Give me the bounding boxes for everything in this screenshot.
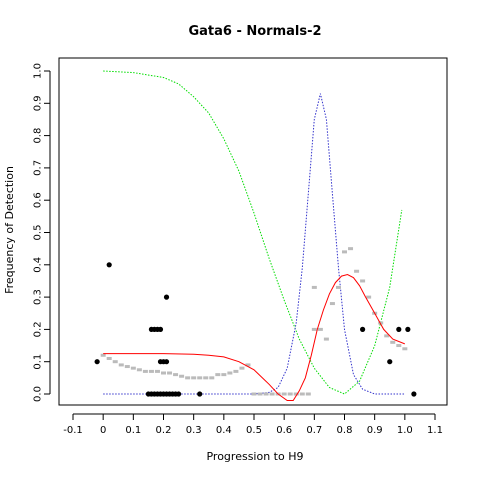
x-axis-label: Progression to H9 [206,450,303,463]
x-tick-label: 1.1 [427,425,443,436]
x-tick-label: 0.8 [337,425,353,436]
y-tick-label: 0.0 [33,386,44,402]
smoothed-point [396,344,402,348]
fitted-curve [103,273,405,401]
data-point [396,326,402,332]
smoothed-point [185,376,191,380]
x-tick-label: -0.1 [63,425,83,436]
x-tick-label: 0.1 [125,425,141,436]
smoothed-point [142,369,148,373]
y-tick-label: 0.3 [33,289,44,305]
smoothed-point [335,285,341,289]
y-axis-label: Frequency of Detection [3,166,16,294]
smoothed-point [263,392,269,396]
smoothed-point [197,376,203,380]
x-tick-label: 1.0 [397,425,413,436]
plot-frame [58,57,448,406]
data-point [163,359,170,365]
smoothed-point [311,285,317,289]
smoothed-point [161,371,166,375]
smoothed-point [269,392,275,396]
green-dotted-curve [103,70,403,395]
data-point [157,326,164,332]
y-tick-label: 0.1 [33,354,44,370]
smoothed-point [215,373,221,377]
smoothed-point [281,392,287,396]
y-tick-label: 1.0 [33,63,44,79]
smoothed-point [112,360,118,364]
data-point [175,391,182,397]
smoothed-point [311,327,317,331]
y-tick-label: 0.2 [33,321,44,337]
smoothed-point [342,250,347,254]
smoothed-point [124,365,130,369]
smoothed-point [323,337,329,341]
smoothed-point [245,363,251,367]
smoothed-point [378,321,384,325]
smoothed-point [299,392,305,396]
smoothed-point [221,373,227,377]
smoothed-point [209,376,215,380]
chart-title: Gata6 - Normals-2 [188,24,321,39]
smoothed-point [354,269,360,273]
y-tick-label: 0.9 [33,95,44,111]
y-tick-label: 0.6 [33,192,44,208]
smoothed-point [239,366,245,370]
data-point [94,359,100,365]
blue-dotted-curve [103,93,405,395]
y-tick-label: 0.7 [33,160,44,176]
smoothed-point [366,295,372,299]
smoothed-point [203,376,209,380]
smoothed-point [154,369,160,373]
data-point [387,359,393,365]
smoothed-point [317,327,323,331]
x-tick-label: 0.9 [367,425,383,436]
smoothed-point [118,363,124,367]
smoothed-point [130,366,136,370]
smoothed-point [179,374,185,378]
smoothed-point [251,392,257,396]
x-tick-label: 0.4 [216,425,232,436]
smoothed-point [293,392,299,396]
smoothed-point [106,356,112,360]
data-point [197,391,203,397]
smoothed-point [173,373,179,377]
data-point [405,326,411,332]
data-point [163,294,170,300]
x-tick-label: 0.2 [156,425,172,436]
smoothed-point [287,392,293,396]
data-point [106,262,112,268]
smoothed-point [233,369,239,373]
smoothed-point [402,347,408,351]
smoothed-point [167,371,173,375]
smoothed-point [257,392,263,396]
y-tick-label: 0.4 [33,257,44,273]
smoothed-point [227,371,233,375]
smoothed-point [148,369,154,373]
smoothed-point [305,392,311,396]
x-axis: -0.1 0 0.1 0.2 0.3 0.4 0.5 0.6 0.7 0.8 0.9 1.0 1.1 [63,413,443,436]
smoothed-point [360,279,366,283]
data-point [411,391,417,397]
data-point [360,326,366,332]
smoothed-point [191,376,197,380]
y-tick-label: 0.8 [33,128,44,144]
smoothed-point [390,340,396,344]
x-tick-label: 0.6 [276,425,292,436]
x-tick-label: 0.3 [186,425,202,436]
smoothed-point [100,353,106,357]
smoothed-point [384,334,390,338]
y-tick-label: 0.5 [33,225,44,241]
x-tick-label: 0.7 [306,425,322,436]
smoothed-point [329,302,335,306]
y-axis: 0.0 0.1 0.2 0.3 0.4 0.5 0.6 0.7 0.8 0.9 1.0 [33,63,51,402]
x-tick-label: 0.5 [246,425,262,436]
smoothed-point [136,368,142,372]
smoothed-point [348,247,354,251]
x-tick-label: 0 [100,425,106,436]
plot-area [94,70,417,401]
